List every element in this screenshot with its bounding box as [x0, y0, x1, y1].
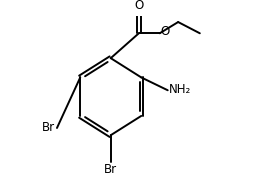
Text: NH₂: NH₂	[169, 83, 192, 96]
Text: O: O	[160, 25, 170, 38]
Text: Br: Br	[42, 121, 55, 134]
Text: Br: Br	[104, 163, 117, 176]
Text: O: O	[134, 0, 144, 12]
